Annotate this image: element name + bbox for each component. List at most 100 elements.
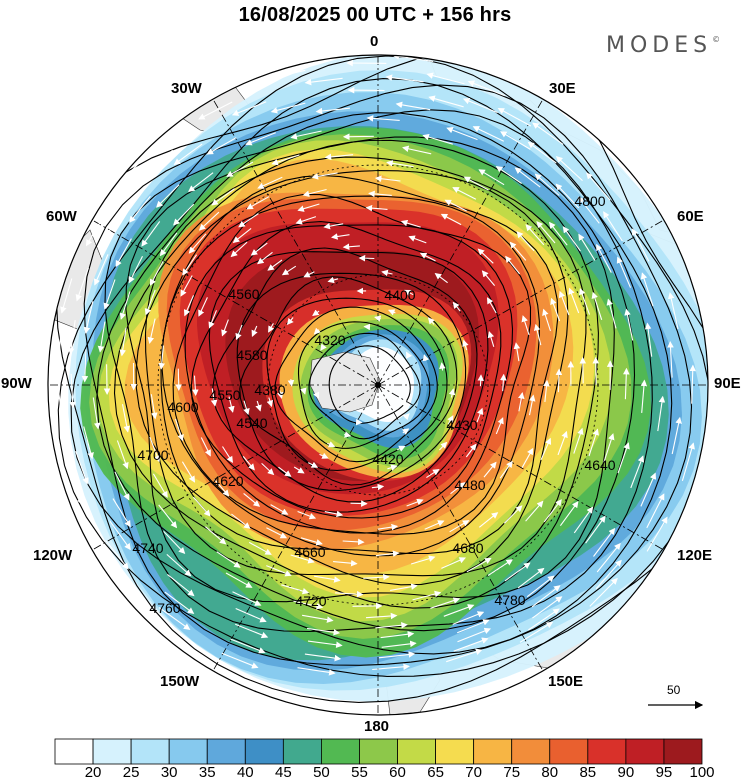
wind-arrow [266,527,288,539]
contour-label: 4600 [167,399,198,415]
wind-arrow [640,272,654,307]
wind-arrow [300,387,307,395]
wind-arrow [293,600,324,610]
wind-arrow [410,555,436,565]
wind-arrow [400,399,407,407]
wind-arrow [281,584,310,595]
height-contours [55,55,708,703]
wind-arrow [456,619,490,634]
wind-arrow [375,550,400,557]
contour-label: 4800 [574,193,605,209]
wind-arrow [588,428,599,457]
wind-arrow [406,498,424,507]
wind-arrow [495,165,522,184]
wind-arrow [557,430,568,456]
wind-arrow [271,154,300,166]
colorbar-swatch [397,738,436,765]
wind-arrow [268,323,275,333]
wind-arrow [121,404,130,433]
north-pole-marker [375,382,381,388]
wind-arrow [327,441,336,448]
wind-arrow [158,607,191,630]
wind-arrow [452,187,477,200]
wind-arrow [293,466,305,474]
wind-arrow [595,559,622,590]
meridian [377,99,544,386]
wind-arrow [81,349,89,383]
wind-arrow [603,433,615,463]
wind-arrow [483,461,497,478]
colorbar-tick-label: 55 [351,764,368,781]
wind-arrow [97,321,106,353]
wind-arrow [60,278,73,314]
wind-arrow [297,667,336,676]
colorbar-tick-label: 65 [427,764,444,781]
wind-arrow [527,141,557,164]
wind-arrow [198,101,233,120]
wind-arrow [319,452,329,459]
wind-arrow [531,585,561,608]
wind-arrow [115,238,132,268]
wind-arrow [144,289,156,316]
wind-arrow [175,368,182,391]
wind-arrow [487,559,514,577]
colorbar-swatch [511,738,551,765]
wind-arrow [235,607,267,623]
contour-line [236,272,467,491]
contour-line [297,321,431,449]
wind-arrow [158,345,166,370]
wind-arrow [55,335,62,372]
contour-line [190,221,502,519]
wind-arrow [380,630,415,639]
wind-arrow [166,553,192,577]
wind-arrow [69,373,76,409]
contour-label: 4560 [228,286,259,302]
wind-arrow [499,460,513,479]
wind-arrow [302,614,334,623]
wind-arrow [141,221,161,247]
contour-line [135,169,569,586]
wind-arrow [603,211,623,242]
wind-arrow [509,241,527,261]
lon-label-150w: 150W [160,673,200,690]
wind-arrow [371,483,385,491]
wind-arrow [640,379,648,413]
meridian [92,219,379,386]
wind-arrow [152,473,168,499]
colorbar-tick-label: 60 [389,764,406,781]
wind-arrow [504,562,531,582]
wind-arrow [67,320,76,355]
colorbar [54,738,703,765]
wind-arrow [377,523,399,531]
wind-arrow [211,188,235,206]
wind-arrow [331,233,350,240]
wind-arrow [514,167,541,188]
wind-arrow [573,506,594,534]
wind-arrow [324,510,344,518]
wind-arrow [149,260,164,286]
contour-label: 4720 [295,593,326,609]
wind-arrow [457,627,492,643]
wind-arrow [449,520,470,533]
wind-arrow [129,195,151,223]
wind-arrow [381,640,417,648]
wind-arrow [443,604,475,617]
wind-arrow [555,156,583,182]
contour-line [96,112,636,632]
wind-arrow [150,394,158,420]
contour-label: 4620 [212,473,243,489]
wind-arrow [167,573,195,597]
wind-arrow [119,327,127,357]
wind-arrow [226,161,254,177]
contour-label: 4640 [584,457,615,473]
wind-arrow [85,214,106,247]
wind-arrow [446,126,478,141]
wind-arrow [216,551,241,568]
wind-arrow [385,74,424,83]
wind-arrow [221,319,229,337]
wind-arrow [119,291,131,320]
wind-arrow [689,364,697,404]
wind-arrow [221,652,259,669]
wind-arrow [424,520,445,530]
wind-arrow [387,309,396,316]
